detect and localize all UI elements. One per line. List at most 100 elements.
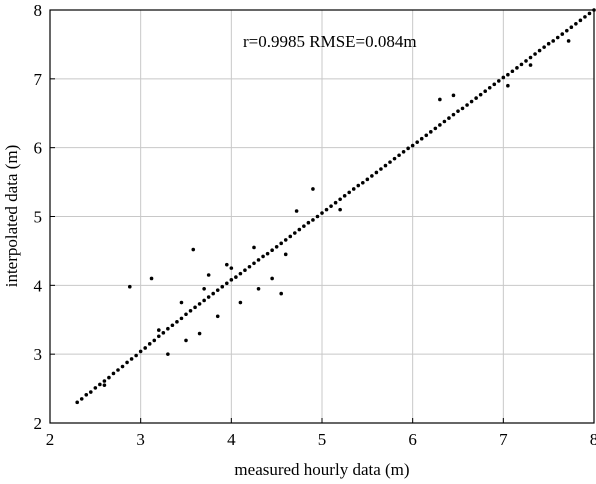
scatter-point bbox=[528, 63, 533, 67]
scatter-point bbox=[107, 375, 111, 380]
scatter-point bbox=[138, 349, 143, 354]
x-tick-label: 3 bbox=[136, 430, 145, 449]
scatter-point bbox=[102, 379, 107, 383]
scatter-point bbox=[270, 276, 274, 281]
scatter-point bbox=[542, 45, 546, 49]
scatter-point bbox=[546, 41, 551, 46]
scatter-point bbox=[306, 220, 311, 225]
x-tick-label: 5 bbox=[318, 430, 327, 449]
scatter-point bbox=[492, 82, 497, 87]
scatter-point bbox=[179, 316, 184, 321]
scatter-point bbox=[206, 273, 211, 277]
scatter-point bbox=[129, 357, 134, 361]
scatter-point bbox=[293, 231, 297, 235]
y-axis-title: interpolated data (m) bbox=[2, 145, 21, 288]
scatter-point bbox=[184, 338, 188, 343]
scatter-point bbox=[170, 323, 175, 328]
scatter-point bbox=[565, 28, 569, 33]
scatter-point bbox=[84, 392, 89, 397]
scatter-point bbox=[256, 258, 261, 262]
scatter-point bbox=[147, 342, 152, 346]
scatter-point bbox=[191, 247, 196, 252]
scatter-point bbox=[374, 170, 379, 175]
scatter-point bbox=[506, 72, 510, 77]
scatter-point bbox=[392, 156, 397, 161]
scatter-point bbox=[578, 18, 583, 23]
scatter-point bbox=[406, 146, 410, 151]
scatter-point bbox=[297, 227, 302, 232]
scatter-point bbox=[347, 190, 352, 195]
scatter-point bbox=[456, 109, 460, 113]
scatter-point bbox=[424, 133, 429, 138]
scatter-point bbox=[252, 261, 256, 266]
x-tick-labels: 2 3 4 5 6 7 8 bbox=[46, 430, 596, 449]
scatter-point bbox=[487, 85, 492, 90]
scatter-point bbox=[351, 187, 356, 191]
scatter-point bbox=[225, 262, 229, 267]
scatter-point bbox=[333, 200, 338, 205]
scatter-point bbox=[238, 300, 243, 305]
scatter-point bbox=[583, 15, 587, 19]
scatter-point bbox=[524, 59, 528, 63]
scatter-point bbox=[383, 163, 388, 168]
scatter-point bbox=[338, 197, 342, 202]
scatter-point bbox=[415, 140, 420, 144]
scatter-point bbox=[116, 368, 120, 372]
scatter-point bbox=[202, 298, 206, 303]
scatter-point bbox=[447, 116, 451, 120]
x-axis-title: measured hourly data (m) bbox=[234, 460, 409, 479]
scatter-point bbox=[157, 328, 161, 332]
scatter-point bbox=[238, 271, 243, 276]
scatter-point bbox=[401, 149, 406, 154]
scatter-point bbox=[419, 136, 424, 141]
scatter-point bbox=[166, 352, 170, 356]
scatter-point bbox=[438, 123, 442, 127]
scatter-point bbox=[89, 390, 93, 394]
scatter-point bbox=[515, 66, 519, 70]
scatter-point bbox=[184, 312, 188, 317]
axis-ticks bbox=[49, 9, 595, 424]
scatter-point bbox=[197, 302, 202, 306]
scatter-point bbox=[442, 119, 447, 124]
scatter-point bbox=[338, 207, 342, 212]
y-tick-labels: 2 3 4 5 6 7 8 bbox=[34, 1, 43, 433]
scatter-point bbox=[157, 334, 161, 339]
scatter-point bbox=[302, 224, 306, 228]
scatter-point bbox=[433, 126, 438, 131]
scatter-point bbox=[288, 234, 293, 239]
scatter-point bbox=[438, 97, 442, 102]
scatter-point bbox=[388, 160, 392, 164]
scatter-point bbox=[324, 207, 329, 212]
scatter-point bbox=[102, 383, 107, 387]
scatter-point bbox=[197, 331, 202, 336]
scatter-point bbox=[179, 300, 184, 305]
x-tick-label: 2 bbox=[46, 430, 55, 449]
scatter-point bbox=[265, 251, 270, 256]
scatter-point bbox=[152, 338, 157, 343]
scatter-point bbox=[279, 241, 284, 246]
scatter-point bbox=[294, 209, 299, 213]
x-tick-label: 8 bbox=[590, 430, 596, 449]
y-tick-label: 4 bbox=[34, 276, 43, 295]
scatter-point bbox=[410, 143, 415, 148]
y-tick-label: 6 bbox=[34, 139, 43, 158]
scatter-point bbox=[365, 177, 370, 182]
scatter-point bbox=[225, 281, 229, 286]
scatter-point bbox=[329, 204, 333, 208]
scatter-point bbox=[342, 194, 347, 198]
scatter-point bbox=[111, 371, 116, 376]
scatter-point bbox=[506, 83, 510, 88]
scatter-point bbox=[551, 39, 555, 43]
scatter-point bbox=[528, 55, 533, 60]
scatter-point bbox=[320, 211, 324, 215]
scatter-point bbox=[256, 286, 261, 291]
scatter-point bbox=[274, 244, 279, 249]
scatter-point bbox=[519, 62, 524, 67]
scatter-point bbox=[537, 48, 542, 53]
scatter-point bbox=[252, 245, 256, 250]
scatter-point bbox=[315, 214, 320, 219]
scatter-point bbox=[270, 248, 274, 253]
scatter-point bbox=[460, 106, 465, 111]
scatter-point bbox=[569, 25, 574, 30]
